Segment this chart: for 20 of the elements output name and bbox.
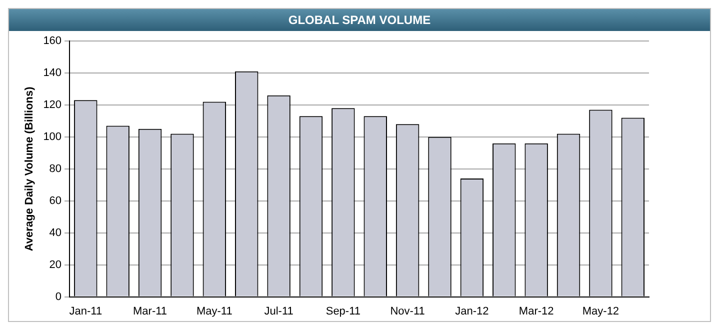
y-tick-label: 160 <box>43 35 62 48</box>
x-tick-label: Mar-11 <box>133 305 168 318</box>
y-tick-label: 120 <box>43 98 62 111</box>
x-tick-label: May-12 <box>582 305 620 318</box>
x-tick-label: Sep-11 <box>326 305 361 318</box>
y-tick-label: 60 <box>49 194 62 207</box>
y-axis-title: Average Daily Volume (Billions) <box>24 86 36 252</box>
y-tick-label: 20 <box>49 258 62 271</box>
chart-title: GLOBAL SPAM VOLUME <box>9 9 710 31</box>
x-tick-label: May-11 <box>196 305 232 318</box>
y-tick-label: 0 <box>55 290 62 303</box>
y-tick-label: 40 <box>49 226 62 239</box>
x-tick-label: Mar-12 <box>518 305 554 318</box>
y-tick-label: 80 <box>49 162 62 175</box>
y-tick-label: 100 <box>43 130 62 143</box>
x-tick-label: Nov-11 <box>390 305 425 318</box>
x-tick-label: Jul-11 <box>264 305 294 318</box>
x-tick-label: Jan-12 <box>455 305 489 318</box>
y-tick-label: 140 <box>43 67 62 80</box>
x-tick-label: Jan-11 <box>69 305 102 318</box>
